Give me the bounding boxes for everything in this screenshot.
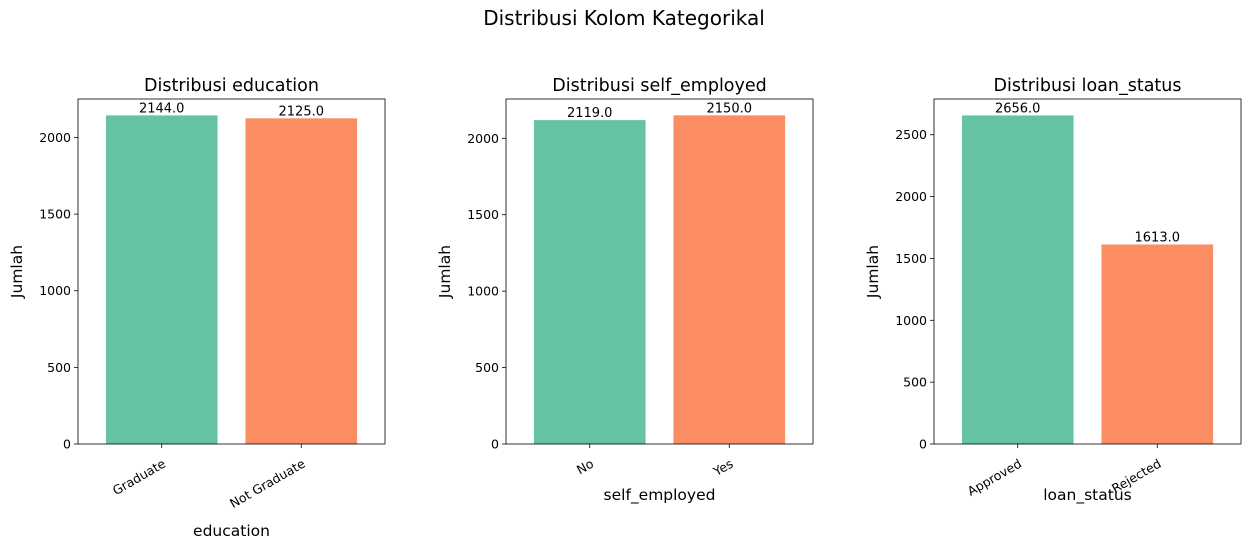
- x-axis-label: self_employed: [604, 486, 716, 505]
- axes-frame: [505, 98, 814, 445]
- bar-value-label: 2656.0: [995, 101, 1041, 116]
- chart-title: Distribusi education: [144, 76, 319, 96]
- axes-frame: [933, 98, 1242, 445]
- y-tick-label: 1500: [39, 207, 71, 222]
- y-axis-label: Jumlah: [864, 245, 882, 299]
- y-tick-label: 1000: [39, 283, 71, 298]
- bar-rejected: [1101, 244, 1214, 444]
- y-tick-label: 500: [475, 360, 499, 375]
- y-tick-label: 2000: [895, 189, 927, 204]
- y-tick-label: 500: [903, 375, 927, 390]
- x-tick-label: Approved: [965, 456, 1024, 499]
- y-tick-label: 1500: [895, 251, 927, 266]
- figure-title: Distribusi Kolom Kategorikal: [483, 6, 765, 30]
- bar-value-label: 2119.0: [567, 106, 613, 121]
- bar-graduate: [105, 115, 218, 444]
- y-tick-label: 2000: [467, 131, 499, 146]
- bar-value-label: 1613.0: [1135, 230, 1181, 245]
- y-tick-label: 0: [491, 437, 499, 452]
- chart-panel-3: Distribusi loan_status 2656.0 Approved 1613…: [864, 76, 1242, 505]
- chart-title: Distribusi self_employed: [552, 76, 767, 96]
- y-tick-label: 1500: [467, 207, 499, 222]
- chart-panel-1: Distribusi education 2144.0 Graduate 2125.0…: [8, 76, 386, 540]
- y-tick-label: 500: [47, 360, 71, 375]
- bar-yes: [673, 115, 786, 445]
- y-tick-label: 2500: [895, 127, 927, 142]
- y-tick-label: 0: [63, 437, 71, 452]
- y-axis-label: Jumlah: [8, 245, 26, 299]
- x-axis-label: loan_status: [1043, 486, 1132, 505]
- bar-approved: [961, 115, 1074, 444]
- chart-title: Distribusi loan_status: [993, 76, 1181, 96]
- x-tick-label: No: [574, 456, 596, 477]
- bar-value-label: 2150.0: [707, 101, 753, 116]
- y-tick-label: 1000: [895, 313, 927, 328]
- bar-value-label: 2125.0: [279, 104, 325, 119]
- x-tick-label: Not Graduate: [227, 456, 308, 511]
- x-axis-label: education: [193, 522, 270, 540]
- bar-value-label: 2144.0: [139, 101, 185, 116]
- y-tick-label: 0: [919, 437, 927, 452]
- y-tick-label: 2000: [39, 130, 71, 145]
- axes-frame: [77, 98, 386, 445]
- bar-not-graduate: [245, 118, 358, 445]
- x-tick-label: Graduate: [110, 456, 169, 498]
- bar-no: [533, 120, 646, 445]
- y-tick-label: 1000: [467, 284, 499, 299]
- chart-panel-2: Distribusi self_employed 2119.0 No 2150.0 Ye…: [436, 76, 814, 505]
- y-axis-label: Jumlah: [436, 245, 454, 299]
- x-tick-label: Yes: [710, 456, 736, 480]
